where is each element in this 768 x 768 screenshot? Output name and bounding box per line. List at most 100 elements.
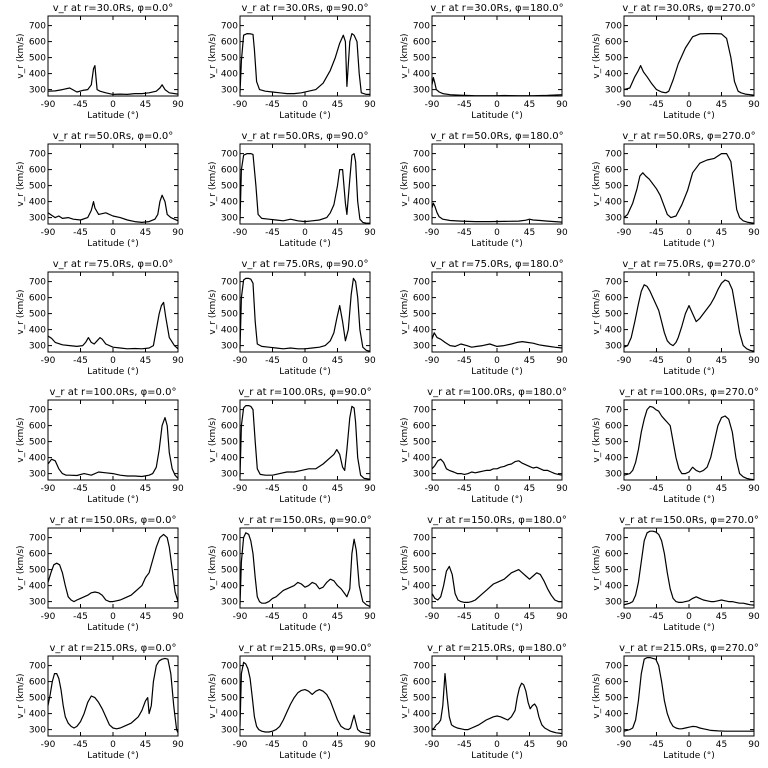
y-tick-label: 300 xyxy=(221,214,238,224)
x-tick-label: 90 xyxy=(748,612,760,622)
series-line xyxy=(623,33,755,96)
x-tick-label: -90 xyxy=(425,484,440,494)
x-tick-label: 45 xyxy=(524,740,535,750)
y-axis-label: v_r (km/s) xyxy=(592,417,602,462)
x-tick-label: 0 xyxy=(302,612,308,622)
x-tick-label: 45 xyxy=(332,228,343,238)
y-axis-label: v_r (km/s) xyxy=(16,33,26,78)
plot-frame xyxy=(431,143,563,225)
x-axis-label: Latitude (°) xyxy=(87,623,138,633)
chart-panel: v_r at r=50.0Rs, φ=90.0° 300 400 500 600 700 -… xyxy=(208,131,376,249)
panel-title: v_r at r=30.0Rs, φ=270.0° xyxy=(622,3,755,14)
y-tick-label: 600 xyxy=(29,422,46,432)
series-line xyxy=(47,301,179,350)
y-tick-label: 700 xyxy=(605,662,622,672)
y-tick-label: 400 xyxy=(605,198,622,208)
y-tick-label: 500 xyxy=(221,310,238,320)
y-tick-label: 700 xyxy=(29,278,46,288)
series-line xyxy=(47,194,179,223)
y-tick-label: 500 xyxy=(221,566,238,576)
plot-frame xyxy=(239,271,371,353)
y-tick-label: 500 xyxy=(221,182,238,192)
x-tick-label: 45 xyxy=(716,612,727,622)
plot-frame xyxy=(431,399,563,481)
y-tick-label: 500 xyxy=(413,438,430,448)
panel-title: v_r at r=215.0Rs, φ=180.0° xyxy=(427,643,567,654)
panel-title: v_r at r=215.0Rs, φ=270.0° xyxy=(619,643,759,654)
y-tick-label: 300 xyxy=(605,598,622,608)
x-axis-label: Latitude (°) xyxy=(663,623,714,633)
y-tick-label: 700 xyxy=(29,662,46,672)
x-tick-label: 0 xyxy=(110,228,116,238)
x-tick-label: -45 xyxy=(649,612,664,622)
x-tick-label: 45 xyxy=(140,356,151,366)
panel-title: v_r at r=150.0Rs, φ=180.0° xyxy=(427,515,567,526)
x-tick-label: -45 xyxy=(265,484,280,494)
panel-title: v_r at r=75.0Rs, φ=0.0° xyxy=(53,259,174,270)
x-axis-label: Latitude (°) xyxy=(279,367,330,377)
y-tick-label: 500 xyxy=(605,182,622,192)
x-tick-label: 45 xyxy=(140,484,151,494)
y-tick-label: 700 xyxy=(413,150,430,160)
y-axis-label: v_r (km/s) xyxy=(592,161,602,206)
plot-frame xyxy=(431,271,563,353)
chart-panel: v_r at r=215.0Rs, φ=0.0° 300 400 500 600 700 -… xyxy=(16,643,184,761)
x-axis-label: Latitude (°) xyxy=(663,751,714,761)
x-axis-label: Latitude (°) xyxy=(279,751,330,761)
x-tick-label: 90 xyxy=(556,612,568,622)
x-tick-label: -45 xyxy=(265,740,280,750)
x-axis-label: Latitude (°) xyxy=(471,495,522,505)
x-tick-label: 45 xyxy=(716,740,727,750)
x-tick-label: 45 xyxy=(332,612,343,622)
x-tick-label: -45 xyxy=(649,484,664,494)
x-tick-label: 90 xyxy=(364,612,376,622)
x-tick-label: 45 xyxy=(140,228,151,238)
y-tick-label: 500 xyxy=(413,566,430,576)
panel-title: v_r at r=100.0Rs, φ=0.0° xyxy=(50,387,177,398)
x-tick-label: -45 xyxy=(457,484,472,494)
x-tick-label: -45 xyxy=(73,484,88,494)
x-tick-label: 45 xyxy=(140,612,151,622)
y-axis-label: v_r (km/s) xyxy=(592,289,602,334)
x-tick-label: -90 xyxy=(233,100,248,110)
x-tick-label: 0 xyxy=(302,356,308,366)
y-tick-label: 600 xyxy=(221,38,238,48)
x-axis-label: Latitude (°) xyxy=(87,111,138,121)
x-tick-label: -90 xyxy=(425,228,440,238)
series-line xyxy=(47,65,179,95)
x-tick-label: 0 xyxy=(494,612,500,622)
panel-title: v_r at r=50.0Rs, φ=270.0° xyxy=(622,131,755,142)
y-axis-label: v_r (km/s) xyxy=(208,673,218,718)
x-tick-label: 45 xyxy=(332,100,343,110)
y-tick-label: 500 xyxy=(29,694,46,704)
y-tick-label: 600 xyxy=(221,678,238,688)
y-tick-label: 700 xyxy=(221,662,238,672)
x-tick-label: 90 xyxy=(172,356,184,366)
y-tick-label: 500 xyxy=(605,54,622,64)
x-tick-label: 90 xyxy=(364,100,376,110)
y-tick-label: 700 xyxy=(605,534,622,544)
y-tick-label: 300 xyxy=(29,726,46,736)
y-tick-label: 700 xyxy=(29,22,46,32)
y-axis-label: v_r (km/s) xyxy=(400,673,410,718)
x-tick-label: -90 xyxy=(41,228,56,238)
panel-title: v_r at r=215.0Rs, φ=0.0° xyxy=(50,643,177,654)
x-tick-label: -90 xyxy=(425,356,440,366)
y-tick-label: 400 xyxy=(605,582,622,592)
y-tick-label: 400 xyxy=(605,710,622,720)
y-tick-label: 400 xyxy=(221,582,238,592)
y-tick-label: 400 xyxy=(29,454,46,464)
y-tick-label: 400 xyxy=(29,326,46,336)
x-axis-label: Latitude (°) xyxy=(87,751,138,761)
y-tick-label: 400 xyxy=(221,326,238,336)
x-tick-label: -90 xyxy=(425,740,440,750)
chart-panel: v_r at r=150.0Rs, φ=90.0° 300 400 500 600 700… xyxy=(208,515,376,633)
y-tick-label: 600 xyxy=(29,678,46,688)
y-tick-label: 300 xyxy=(221,342,238,352)
y-tick-label: 500 xyxy=(413,182,430,192)
chart-panel: v_r at r=100.0Rs, φ=180.0° 300 400 500 600 70… xyxy=(400,387,568,505)
y-tick-label: 500 xyxy=(29,54,46,64)
panel-title: v_r at r=150.0Rs, φ=0.0° xyxy=(50,515,177,526)
x-tick-label: 0 xyxy=(302,100,308,110)
